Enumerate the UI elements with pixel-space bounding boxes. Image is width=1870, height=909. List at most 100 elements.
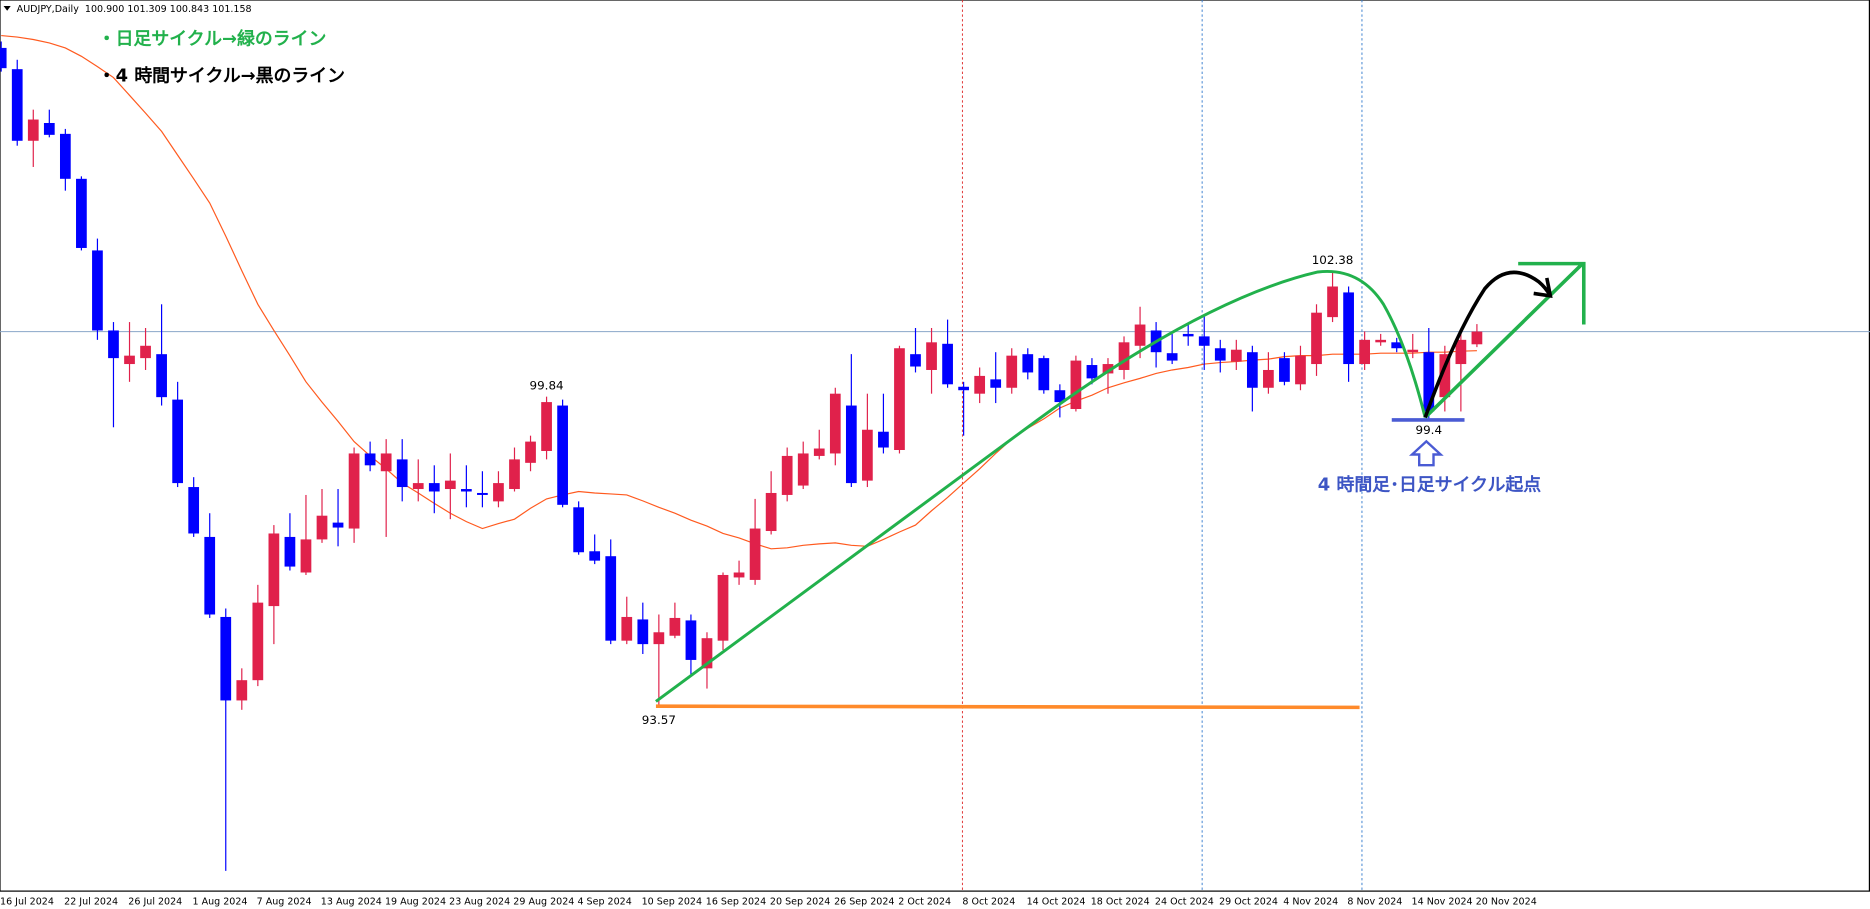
x-tick-label: 22 Jul 2024 [64,896,118,907]
candle-body [653,632,665,645]
candle-body [380,453,392,472]
daily-cycle-arrow [1423,261,1586,419]
candle-body [1359,339,1371,365]
candle-body [1246,352,1258,388]
annotations-drawing [3,5,1586,710]
candle-body [894,348,905,450]
price-label: 102.38 [1312,253,1354,267]
candle-body [316,515,328,540]
x-tick-label: 29 Oct 2024 [1219,896,1278,907]
candle-body [733,572,745,578]
candle-body [573,507,585,553]
candle-body [1391,342,1403,349]
candle-body [1086,365,1098,379]
candle-body [1263,369,1274,388]
candle-body [685,620,697,660]
candle-body [862,429,873,481]
x-tick-label: 26 Jul 2024 [128,896,182,907]
candle-body [1006,355,1018,388]
x-tick-label: 13 Aug 2024 [321,896,382,907]
x-tick-label: 14 Oct 2024 [1027,896,1086,907]
x-tick-label: 8 Nov 2024 [1347,896,1402,907]
candle-body [605,556,617,641]
price-label: 93.57 [642,713,676,727]
candle-body [1311,312,1322,365]
menu-triangle [3,5,11,11]
candle-body [493,483,504,502]
x-tick-label: 29 Aug 2024 [513,896,574,907]
chart-title: AUDJPY,Daily 100.900 101.309 100.843 101… [17,4,252,15]
candle-body [878,431,889,448]
candle-body [92,250,103,331]
candle-body [1166,353,1178,361]
candle-body [1070,360,1082,409]
x-tick-label: 26 Sep 2024 [834,896,894,907]
x-tick-label: 20 Nov 2024 [1476,896,1537,907]
candle-body [717,574,729,641]
candle-body [156,354,167,398]
candle-body [236,680,248,701]
annotation: ・日足サイクル→緑のライン [98,27,327,49]
x-tick-label: 16 Jul 2024 [0,896,54,907]
candle-body [621,616,633,641]
candle-body [1375,339,1387,343]
candle-body [990,379,1002,388]
candle-body [669,617,681,636]
candle-body [813,448,825,456]
price-label: 99.84 [530,378,564,392]
x-tick-label: 1 Aug 2024 [192,896,247,907]
candle-body [11,69,23,141]
x-tick-label: 2 Oct 2024 [898,896,951,907]
candle-body [332,522,344,528]
x-tick-label: 8 Oct 2024 [962,896,1015,907]
candle-body [749,528,761,580]
support-line [655,704,1360,710]
candle-body [1407,349,1419,353]
candle-body [1455,339,1467,365]
candle-body [974,375,986,394]
4h-cycle-arrow [1423,270,1553,419]
candle-body [701,638,713,669]
candle-body [1118,342,1130,370]
candle-body [477,492,488,495]
candle-body [412,483,424,490]
candle-body [76,178,87,248]
candle-body [1279,358,1290,382]
candle-body [59,133,71,179]
candle-body [829,393,841,454]
candle-body [1054,390,1066,403]
candle-body [300,539,312,573]
x-tick-label: 23 Aug 2024 [449,896,510,907]
x-tick-label: 24 Oct 2024 [1155,896,1214,907]
candle-body [557,405,568,505]
candle-body [1022,354,1034,373]
candle-body [637,619,649,645]
candle-body [428,483,440,492]
up-arrow [1408,439,1444,467]
candle-body [1198,336,1210,346]
candle-body [188,487,200,534]
candle-body [140,345,151,359]
candle-body [525,441,536,463]
x-tick-label: 20 Sep 2024 [770,896,830,907]
annotation: 4 時間足･日足サイクル起点 [1318,474,1541,496]
candle-body [1038,358,1050,391]
candle-body [1423,352,1435,412]
annotation: ・4 時間サイクル→黒のライン [98,65,345,86]
candle-body [926,342,937,370]
x-tick-label: 16 Sep 2024 [706,896,766,907]
candle-body [444,480,456,490]
candle-body [172,399,184,484]
candle-body [348,453,360,529]
candle-body [589,551,601,561]
candle-body [1343,292,1354,365]
candle-body [1230,349,1242,362]
moving-average [1,34,1477,550]
candle-body [27,119,39,141]
candle-body [252,602,264,681]
candle-body [1134,324,1146,346]
candle-body [396,459,408,488]
candle-body [781,455,793,495]
candle-body [942,343,953,385]
